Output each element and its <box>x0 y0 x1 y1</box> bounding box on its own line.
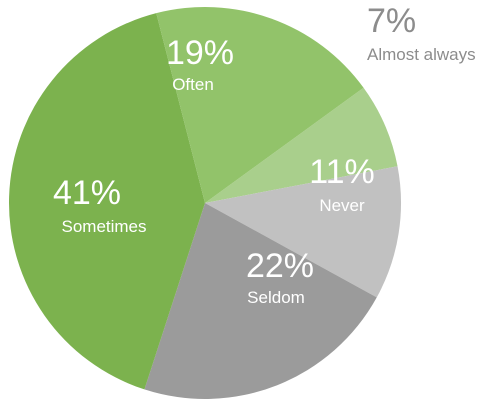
slice-label-sometimes: Sometimes <box>61 217 146 236</box>
pie-slice-sometimes <box>8 13 206 390</box>
slice-label-almost-always: Almost always <box>367 45 476 64</box>
slice-value-almost-always: 7% <box>367 2 416 40</box>
slice-label-never: Never <box>319 196 365 215</box>
slice-value-never: 11% <box>309 153 375 191</box>
slice-label-often: Often <box>172 75 214 94</box>
pie-slice-almost-always <box>205 87 398 203</box>
pie-slice-often <box>156 7 364 204</box>
slice-value-seldom: 22% <box>246 247 314 285</box>
slice-value-sometimes: 41% <box>53 174 121 212</box>
pie-slices <box>8 7 402 400</box>
pie-slice-never <box>205 166 402 298</box>
pie-labels: 7% Almost always 11% Never 22% Seldom 41% Somet… <box>53 2 476 307</box>
pie-slice-seldom <box>144 203 377 400</box>
slice-value-often: 19% <box>166 34 234 72</box>
slice-label-seldom: Seldom <box>247 288 305 307</box>
